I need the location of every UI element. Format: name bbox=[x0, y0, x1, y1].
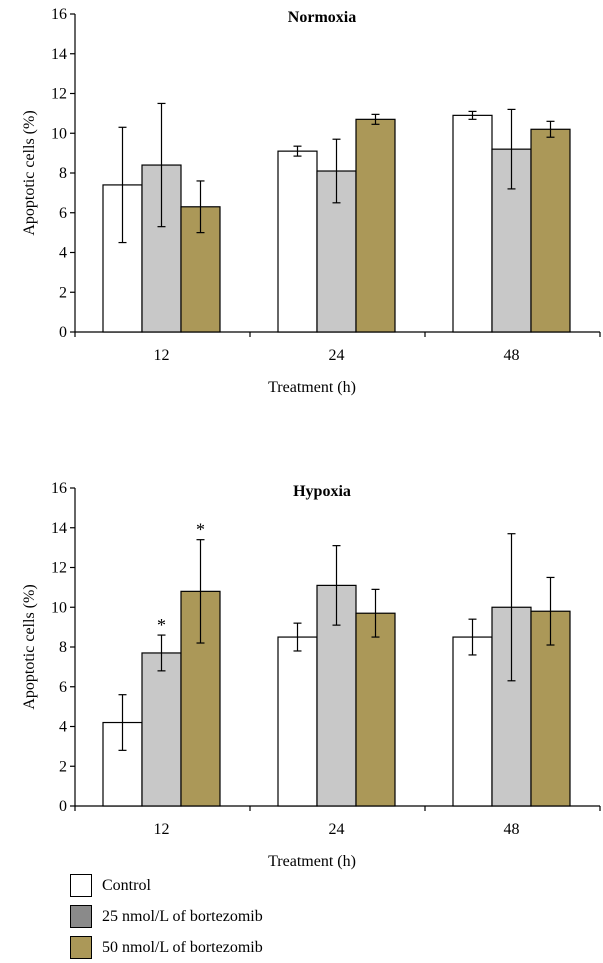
hypoxia-y-tick-label: 0 bbox=[59, 798, 67, 815]
legend-swatch-control bbox=[70, 874, 92, 897]
normoxia-y-tick-label: 16 bbox=[51, 6, 67, 23]
hypoxia-y-tick-label: 12 bbox=[51, 560, 67, 577]
hypoxia-y-tick-label: 2 bbox=[59, 758, 67, 775]
normoxia-y-tick-label: 6 bbox=[59, 205, 67, 222]
hypoxia-category-label: 48 bbox=[504, 821, 520, 838]
legend-label-50nmol: 50 nmol/L of bortezomib bbox=[102, 938, 263, 956]
normoxia-title: Normoxia bbox=[288, 9, 356, 26]
legend-label-25nmol: 25 nmol/L of bortezomib bbox=[102, 907, 263, 925]
legend-item-control: Control bbox=[70, 870, 263, 901]
hypoxia-significance-star: * bbox=[157, 615, 166, 635]
normoxia-category-label: 24 bbox=[329, 347, 345, 364]
normoxia-y-tick-label: 0 bbox=[59, 324, 67, 341]
legend-item-25nmol: 25 nmol/L of bortezomib bbox=[70, 901, 263, 932]
hypoxia-y-tick-label: 6 bbox=[59, 679, 67, 696]
normoxia-y-axis-label: Apoptotic cells (%) bbox=[21, 110, 38, 235]
hypoxia-y-tick-label: 10 bbox=[51, 599, 67, 616]
legend-swatch-25nmol bbox=[70, 905, 92, 928]
legend-label-control: Control bbox=[102, 876, 151, 894]
legend: Control 25 nmol/L of bortezomib 50 nmol/… bbox=[70, 870, 263, 963]
hypoxia-bar bbox=[277, 636, 318, 807]
normoxia-y-tick-label: 10 bbox=[51, 125, 67, 142]
hypoxia-y-tick-label: 14 bbox=[51, 520, 67, 537]
normoxia-y-tick-label: 4 bbox=[59, 245, 67, 262]
hypoxia-y-axis-label: Apoptotic cells (%) bbox=[21, 584, 38, 709]
legend-swatch-50nmol bbox=[70, 936, 92, 959]
hypoxia-x-axis-label: Treatment (h) bbox=[268, 853, 356, 870]
hypoxia-significance-star: * bbox=[196, 520, 205, 540]
normoxia-y-tick-label: 2 bbox=[59, 284, 67, 301]
hypoxia-category-label: 12 bbox=[154, 821, 170, 838]
normoxia-bar bbox=[277, 150, 318, 333]
normoxia-y-tick-label: 8 bbox=[59, 165, 67, 182]
normoxia-y-tick-label: 12 bbox=[51, 86, 67, 103]
hypoxia-bar bbox=[452, 636, 493, 807]
normoxia-category-label: 48 bbox=[504, 347, 520, 364]
hypoxia-bar bbox=[355, 612, 396, 807]
normoxia-x-axis-label: Treatment (h) bbox=[268, 379, 356, 396]
normoxia-category-label: 12 bbox=[154, 347, 170, 364]
hypoxia-category-label: 24 bbox=[329, 821, 345, 838]
hypoxia-y-tick-label: 16 bbox=[51, 480, 67, 497]
normoxia-bar bbox=[355, 118, 396, 333]
normoxia-y-tick-label: 14 bbox=[51, 46, 67, 63]
hypoxia-y-tick-label: 8 bbox=[59, 639, 67, 656]
hypoxia-bar bbox=[141, 652, 182, 807]
legend-item-50nmol: 50 nmol/L of bortezomib bbox=[70, 932, 263, 963]
normoxia-bar bbox=[530, 128, 571, 333]
hypoxia-title: Hypoxia bbox=[293, 483, 351, 500]
normoxia-bar bbox=[452, 114, 493, 333]
hypoxia-y-tick-label: 4 bbox=[59, 719, 67, 736]
